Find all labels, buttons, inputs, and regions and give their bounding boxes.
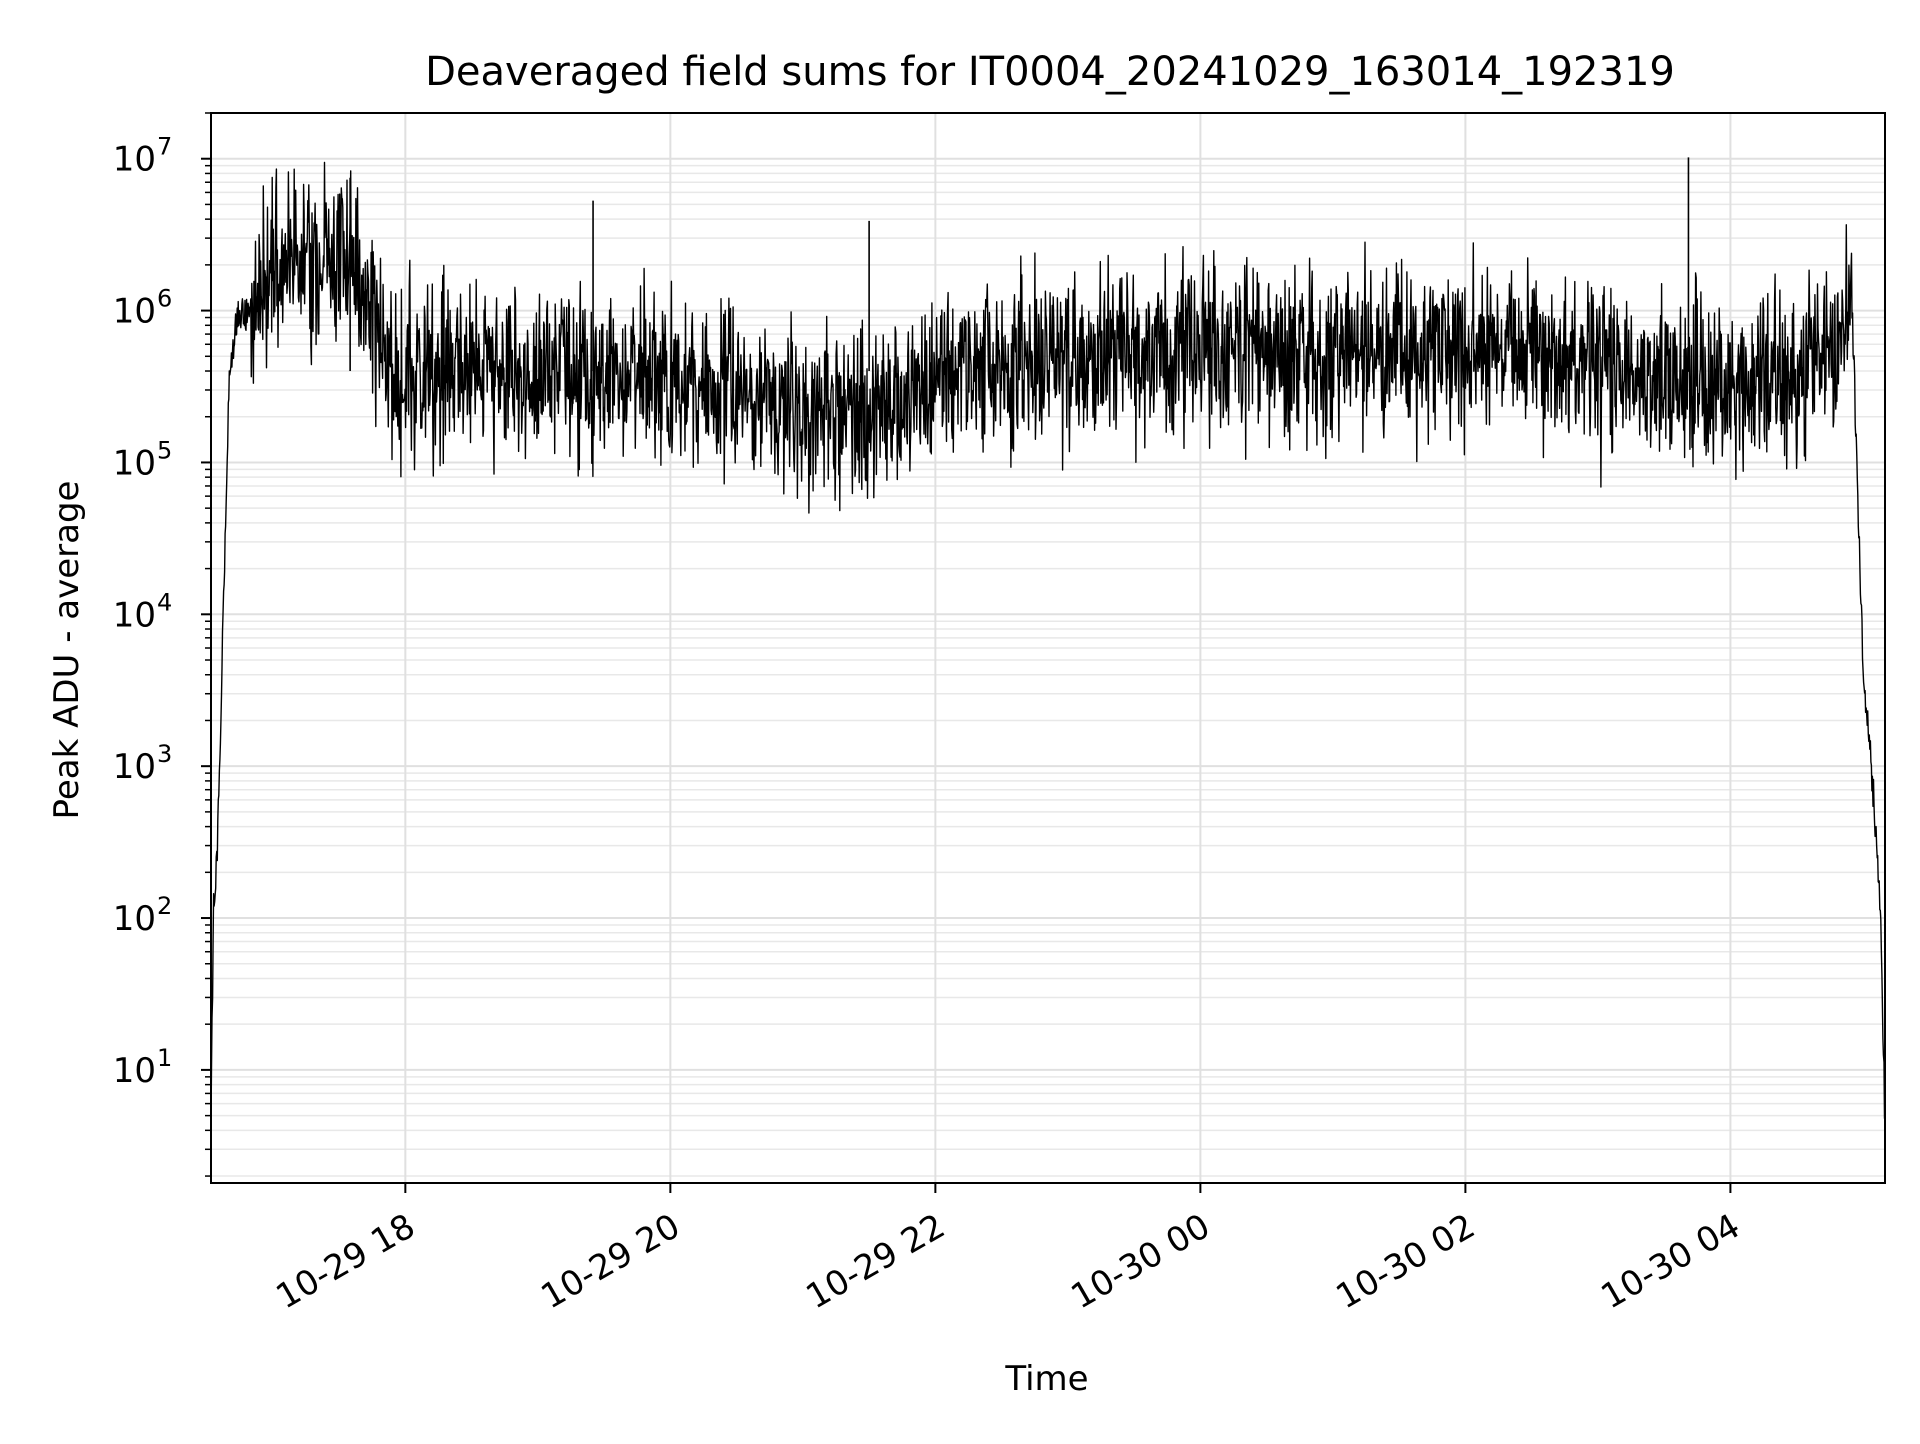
- y-tick-label-base: 10: [113, 1051, 156, 1091]
- y-tick-label: 10 2: [113, 892, 173, 939]
- chart-title: Deaveraged field sums for IT0004_2024102…: [425, 49, 1675, 95]
- y-tick-label: 10 3: [113, 740, 173, 787]
- y-tick-label-exponent: 2: [157, 892, 172, 920]
- y-tick-label: 10 4: [113, 588, 173, 635]
- y-axis-label: Peak ADU - average: [47, 481, 87, 820]
- x-axis-label: Time: [1004, 1359, 1088, 1399]
- y-tick-label-exponent: 1: [157, 1044, 172, 1072]
- y-tick-label: 10 1: [113, 1044, 173, 1091]
- y-tick-label-exponent: 5: [157, 436, 172, 464]
- series-line: [210, 161, 1886, 1123]
- y-tick-label: 10 7: [113, 133, 173, 180]
- y-tick-label-base: 10: [113, 899, 156, 939]
- y-tick-label-base: 10: [113, 443, 156, 483]
- y-tick-label-base: 10: [113, 747, 156, 787]
- y-tick-label-base: 10: [113, 292, 156, 332]
- y-tick-label-base: 10: [113, 140, 156, 180]
- y-tick-label-base: 10: [113, 595, 156, 635]
- y-tick-label: 10 6: [113, 285, 173, 332]
- y-tick-label: 10 5: [113, 436, 173, 483]
- data-series: [210, 157, 1886, 1123]
- y-tick-label-exponent: 7: [157, 133, 172, 161]
- y-tick-label-exponent: 4: [157, 588, 172, 616]
- y-tick-label-exponent: 6: [157, 285, 172, 313]
- y-tick-label-exponent: 3: [157, 740, 172, 768]
